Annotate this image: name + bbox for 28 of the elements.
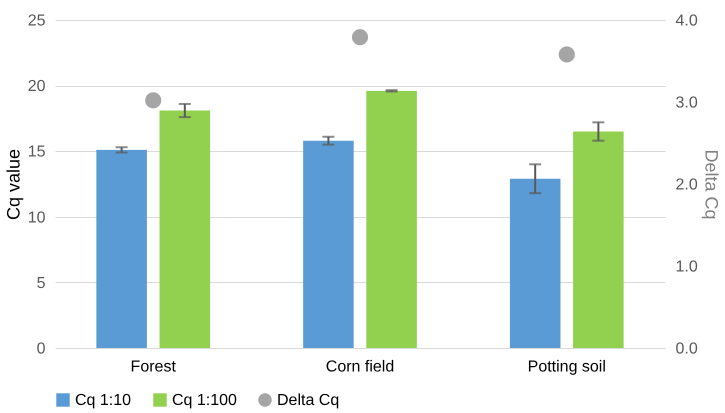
x-tick-label: Corn field [326,358,394,376]
point [145,92,162,108]
y2-axis-title: Delta Cq [702,149,722,220]
x-tick-label: Potting soil [528,358,606,376]
bar [96,150,147,348]
y-axis-title: Cq value [4,148,24,220]
y-tick-label: 10 [28,209,46,226]
bar [510,178,560,348]
y-tick-label: 25 [28,12,46,30]
y-tick-label: 15 [28,144,46,161]
y-tick-label: 20 [28,78,46,96]
bar [366,90,417,348]
bar [303,140,354,348]
point [352,29,368,46]
y2-tick-label: 3.0 [676,94,698,112]
y2-tick-label: 2.0 [676,176,698,194]
legend-label: Cq 1:10 [75,392,132,409]
legend-label: Cq 1:100 [172,392,238,409]
y2-tick-label: 0.0 [676,340,698,358]
y2-tick-label: 1.0 [676,258,698,276]
point [558,46,575,62]
legend-label: Delta Cq [277,392,340,409]
bar [160,110,210,348]
bar [573,132,624,348]
y2-tick-label: 4.0 [676,12,698,30]
y-tick-label: 0 [36,340,46,358]
x-tick-label: Forest [130,358,176,376]
y-tick-label: 5 [36,274,46,292]
